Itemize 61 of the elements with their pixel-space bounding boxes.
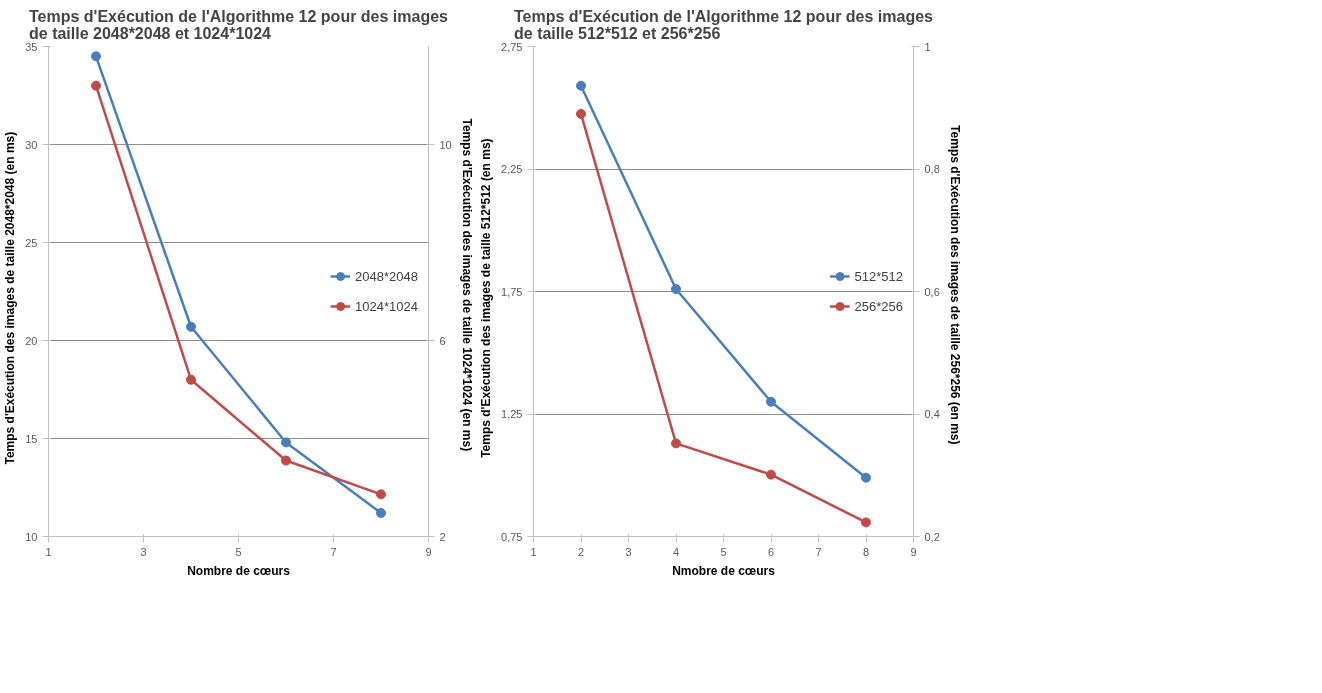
- point: [671, 438, 681, 449]
- x-tick-label: 9: [425, 545, 432, 558]
- y2-tick-label: 0,6: [924, 285, 940, 298]
- point: [576, 108, 586, 119]
- point: [91, 80, 101, 91]
- y-tick-label: 0,75: [501, 530, 523, 543]
- legend-label: 256*256: [854, 297, 903, 316]
- x-tick-label: 7: [815, 545, 822, 558]
- x-axis-title: Nmobre de cœurs: [672, 563, 776, 578]
- y2-tick-label: 1: [924, 40, 931, 53]
- x-tick-label: 8: [862, 545, 870, 558]
- y-tick-label: 2,25: [501, 163, 523, 175]
- y-tick-label: 2,75: [501, 40, 523, 53]
- point: [766, 469, 776, 480]
- y-tick-label: 35: [25, 40, 38, 53]
- y-axis-title: Temps d'Exécution des images de taille 512*512 (en ms): [479, 138, 494, 458]
- point: [576, 80, 586, 91]
- y-tick-label: 25: [25, 236, 38, 249]
- legend-label: 512*512: [854, 267, 903, 286]
- x-tick-label: 1: [530, 545, 537, 558]
- y2-tick-label: 2: [439, 530, 446, 543]
- point: [671, 284, 681, 295]
- x-tick-label: 5: [235, 545, 242, 558]
- y2-tick-label: 0,8: [924, 163, 940, 175]
- y-tick-label: 1,25: [501, 408, 523, 420]
- y-tick-label: 1,75: [501, 285, 523, 298]
- legend-label: 2048*2048: [355, 267, 418, 286]
- chart-title: Temps d'Exécution de l'Algorithme 12 pour des images de taille 512*512 et 256*256: [514, 7, 934, 42]
- x-axis-title: Nombre de cœurs: [187, 563, 291, 578]
- x-tick-label: 4: [672, 545, 680, 558]
- y2-tick-label: 6: [439, 334, 446, 347]
- x-tick-label: 7: [330, 545, 337, 558]
- point: [376, 489, 386, 500]
- y-tick-label: 15: [25, 432, 38, 445]
- chart-title: Temps d'Exécution de l'Algorithme 12 pour des images de taille 2048*2048 et 1024*1024: [29, 7, 449, 42]
- point: [186, 374, 196, 385]
- y2-axis-title: Temps d'Exécution des images de taille 256*256 (en ms): [947, 125, 962, 445]
- x-tick-label: 9: [910, 545, 917, 558]
- x-tick-label: 6: [767, 545, 775, 558]
- y2-tick-label: 10: [439, 138, 452, 151]
- x-tick-label: 3: [625, 545, 632, 558]
- x-tick-label: 2: [577, 545, 585, 558]
- legend-label: 1024*1024: [355, 297, 418, 316]
- x-tick-label: 1: [45, 545, 52, 558]
- y-axis-title: Temps d'Exécution des images de taille 2048*2048 (en ms): [3, 131, 18, 465]
- point: [281, 455, 291, 466]
- point: [281, 437, 291, 448]
- point: [186, 321, 196, 332]
- y-tick-label: 20: [25, 334, 38, 347]
- y-tick-label: 10: [25, 530, 38, 543]
- x-tick-label: 3: [140, 545, 147, 558]
- point: [91, 51, 101, 62]
- y2-tick-label: 0,4: [924, 408, 940, 420]
- y2-axis-title: Temps d'Exécution des images de taille 1024*1024 (en ms): [459, 118, 474, 452]
- point: [861, 472, 871, 483]
- x-tick-label: 5: [720, 545, 727, 558]
- point: [376, 507, 386, 518]
- point: [861, 517, 871, 528]
- point: [766, 396, 776, 407]
- y-tick-label: 30: [25, 138, 38, 151]
- y2-tick-label: 0,2: [924, 530, 940, 543]
